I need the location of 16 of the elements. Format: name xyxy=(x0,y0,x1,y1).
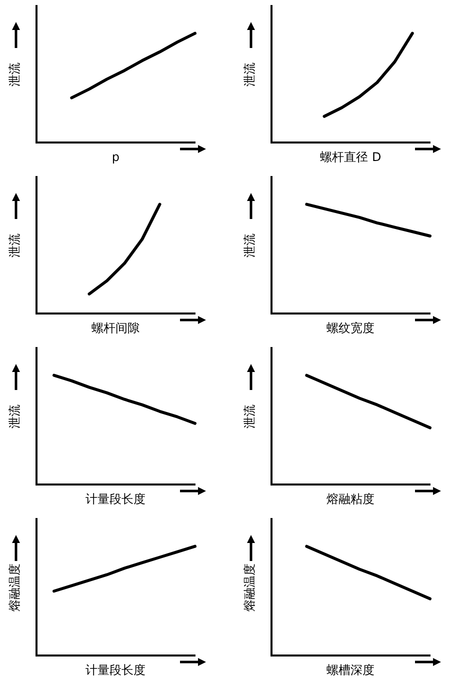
x-axis-title: 熔融粘度 xyxy=(326,492,375,506)
y-axis-title: 熔融温度 xyxy=(242,563,256,612)
x-axis-title: 螺槽深度 xyxy=(326,662,375,677)
y-axis-title: 熔融温度 xyxy=(7,563,22,612)
y-axis-title: 泄流 xyxy=(242,404,256,428)
x-axis-title: 螺杆间隙 xyxy=(92,320,140,335)
x-axis-title: 螺纹宽度 xyxy=(326,320,375,335)
y-axis-title: 泄流 xyxy=(7,404,22,428)
y-axis-title: 泄流 xyxy=(7,233,22,258)
y-axis-title: 泄流 xyxy=(242,62,256,86)
x-axis-title: 计量段长度 xyxy=(86,492,146,506)
x-axis-title: p xyxy=(112,150,120,164)
x-axis-title: 计量段长度 xyxy=(86,662,146,677)
y-axis-title: 泄流 xyxy=(7,62,22,86)
x-axis-title: 螺杆直径 D xyxy=(320,150,382,164)
y-axis-title: 泄流 xyxy=(242,233,256,258)
